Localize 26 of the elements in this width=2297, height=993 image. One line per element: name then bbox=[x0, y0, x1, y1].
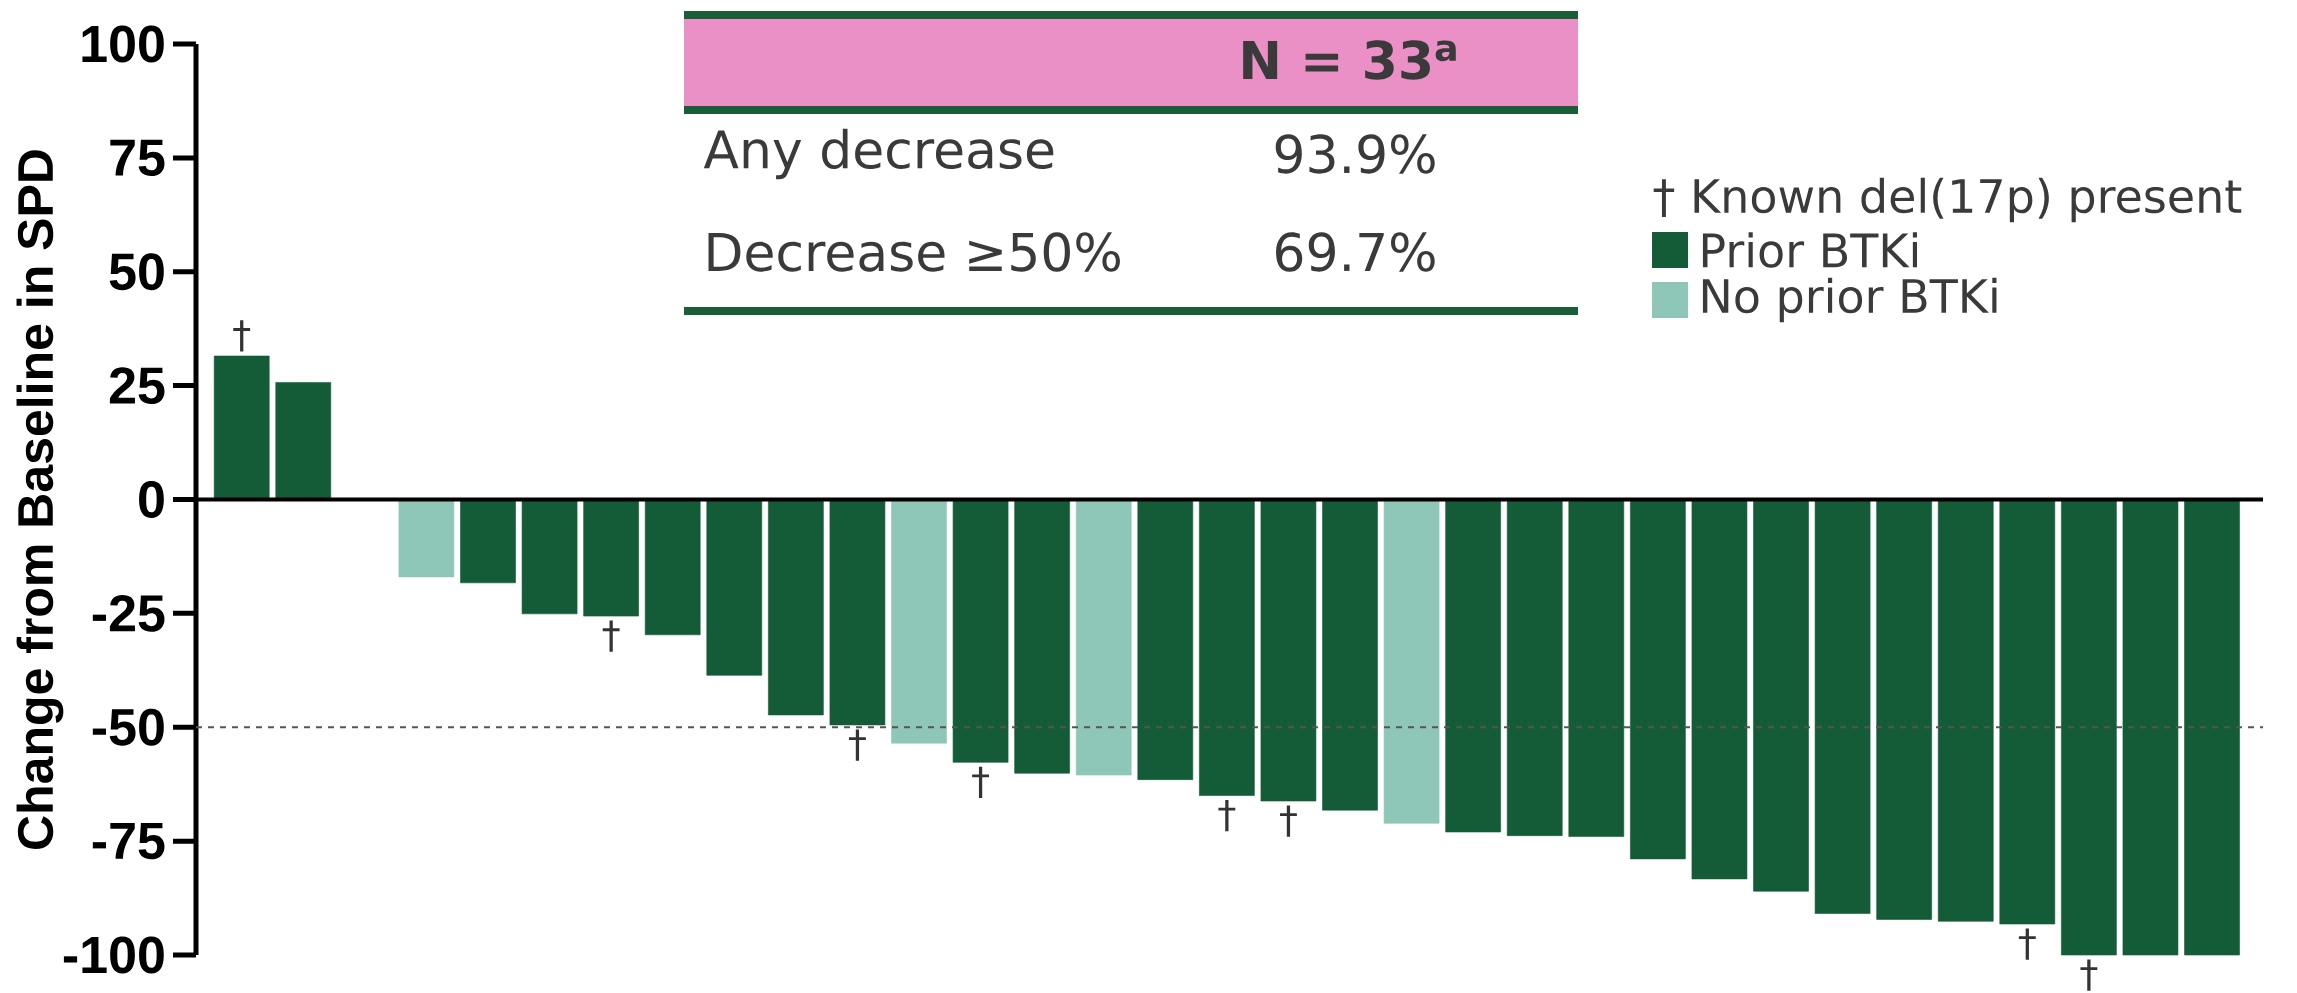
annotation: 69.7% bbox=[1276, 232, 1435, 272]
annotation: Any decrease bbox=[703, 128, 1054, 180]
legend-label: No prior BTKi bbox=[1702, 277, 1997, 323]
y-tick-label: -50 bbox=[92, 708, 164, 746]
annotation: 93.9% bbox=[1275, 134, 1435, 174]
text: † bbox=[849, 729, 866, 761]
text: † bbox=[233, 320, 251, 352]
y-tick-label: -75 bbox=[92, 822, 165, 860]
y-tick-label: 50 bbox=[109, 253, 164, 291]
text: † bbox=[2018, 928, 2036, 960]
annotation: † Known del(17p) present bbox=[1653, 177, 2242, 223]
y-tick-label: 0 bbox=[139, 481, 164, 518]
annotation: N = 33$^{a}$ bbox=[1243, 40, 1456, 80]
text: † bbox=[602, 620, 620, 652]
text: † bbox=[2080, 959, 2098, 991]
annotation: Decrease ≥50% bbox=[708, 232, 1120, 272]
y-tick-label: -100 bbox=[63, 936, 164, 974]
legend-label: Prior BTKi bbox=[1702, 232, 1918, 268]
text: † bbox=[1218, 799, 1236, 832]
y-tick-label: 25 bbox=[109, 367, 165, 405]
y-tick-label: 100 bbox=[82, 25, 164, 63]
y-tick-label: 75 bbox=[110, 139, 165, 177]
text: † bbox=[1280, 805, 1297, 837]
y-tick-label: -25 bbox=[92, 594, 165, 632]
text: † bbox=[972, 766, 990, 799]
y-axis-title: Change from Baseline in SPD bbox=[16, 150, 64, 849]
